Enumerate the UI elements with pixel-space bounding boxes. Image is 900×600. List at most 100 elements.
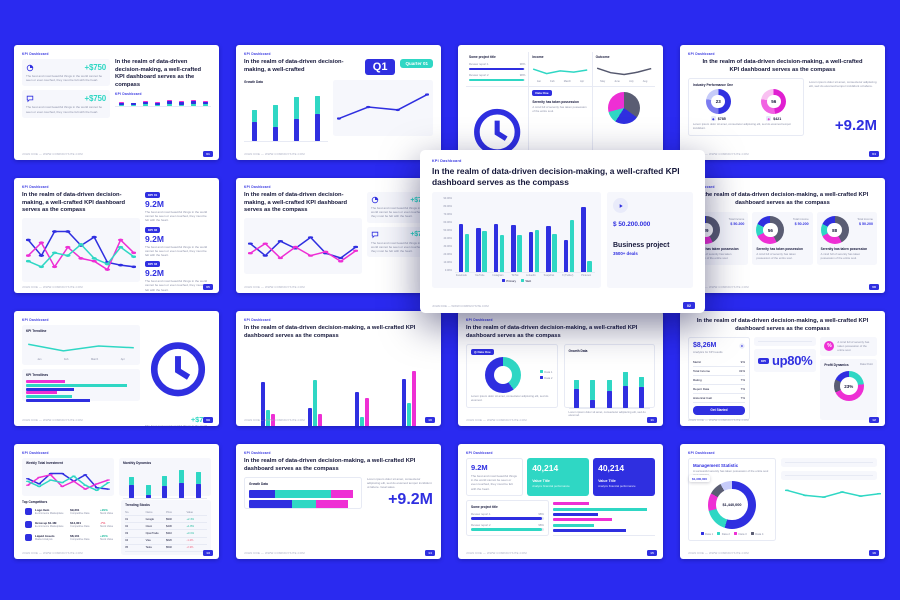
stat-text: The best and most beautiful things in th… <box>145 423 208 426</box>
progress-bar <box>471 528 544 531</box>
progress-label: Review report 1 <box>471 511 491 516</box>
progress-label: Review report 2 <box>469 73 489 77</box>
income-line-chart <box>532 61 588 79</box>
slide-preview-overlay[interactable]: KPI Dashboard In the realm of data-drive… <box>420 150 705 313</box>
slide-thumbnail-12[interactable]: In the realm of data-driven decision-mak… <box>680 311 885 426</box>
kpi-text: The best and most beautiful things in th… <box>145 279 208 292</box>
horizontal-stacked-bar-chart <box>249 488 357 510</box>
card-label: KPI Trendline <box>26 329 47 333</box>
slide-label: KPI Dashboard <box>432 159 462 163</box>
outcome-line-chart <box>596 61 652 79</box>
slide-label: KPI Dashboard <box>688 185 715 189</box>
slide-footer: John Doe — www.Companysite.com <box>244 285 305 289</box>
card-caption: A mind full of serenity has taken posses… <box>820 252 861 260</box>
slide-thumbnail-9[interactable]: KPI Dashboard KPI Trendline Jan Feb March A… <box>14 311 219 426</box>
kpi-value: 9.2M <box>145 233 164 244</box>
slide-thumbnail-2[interactable]: KPI Dashboard In the realm of data-drive… <box>236 45 441 160</box>
note-text: A mind full of serenity has taken posses… <box>837 340 870 352</box>
amount-subtitle: Analytics for KPI results <box>693 350 723 355</box>
kpi-value: 9.2M <box>145 268 164 279</box>
slide-thumbnail-5[interactable]: KPI Dashboard In the realm of data-drive… <box>14 178 219 293</box>
page-badge: 16 <box>869 550 879 556</box>
stat-text: The best and most beautiful things in th… <box>26 105 103 114</box>
donut-value: $785 <box>717 116 726 121</box>
slide-thumbnail-4[interactable]: KPI Dashboard In the realm of data-drive… <box>680 45 885 160</box>
slide-thumbnail-14[interactable]: KPI Dashboard In the realm of data-drive… <box>236 444 441 559</box>
progress-value: 98% <box>519 62 526 66</box>
slide-thumbnail-6[interactable]: KPI Dashboard In the realm of data-drive… <box>236 178 441 293</box>
slide-footer: John Doe — www.Companysite.com <box>466 551 527 555</box>
stat-value: +$750 <box>84 63 107 72</box>
income-label: Total income <box>728 217 745 222</box>
progress-bar <box>469 67 526 70</box>
income-amount: $ 50.200 <box>858 221 873 226</box>
legend-item: Web <box>525 279 532 283</box>
page-badge: 02 <box>683 302 695 309</box>
card-label: KPI Trendlines <box>26 373 49 377</box>
slide-label: KPI Dashboard <box>244 318 271 322</box>
slide-thumbnail-11[interactable]: KPI Dashboard In the realm of data-drive… <box>458 311 663 426</box>
line-chart <box>337 84 429 132</box>
stocks-table: 01 Google $940 +2.4% 02 Cisco $430 +1.8% 03 OpenT… <box>125 516 207 552</box>
stacked-bar-chart <box>115 99 211 108</box>
bar-chart-card: 90.00% 80.00% 70.00% 60.00% 50.00% 40.00% 30.0… <box>432 192 601 288</box>
legend-swatch-web <box>520 279 524 282</box>
slide-label: KPI Dashboard <box>22 185 49 189</box>
slide-thumbnail-1[interactable]: KPI Dashboard +$750 The best and most be… <box>14 45 219 160</box>
kpi-badge: KPI 01 <box>145 192 161 198</box>
quarter-big-badge: Q1 <box>364 59 396 75</box>
kpi-badge: KPI 03 <box>145 261 161 268</box>
stat-text: The best and most beautiful things in th… <box>371 206 426 219</box>
play-button[interactable] <box>613 198 628 213</box>
competitor-row: Liquid Assets Market Analysis $8,101 Compe… <box>22 532 117 543</box>
growth-label: Growth Data <box>244 80 263 84</box>
x-axis: Jan Feb March Apr <box>37 358 125 361</box>
progress-bar <box>471 517 544 520</box>
slide-title: In the realm of data-driven decision-mak… <box>115 59 202 88</box>
play-icon[interactable] <box>739 342 745 349</box>
page-badge: 13 <box>203 550 213 556</box>
slide-thumbnail-8[interactable]: KPI Dashboard In the realm of data-drive… <box>680 178 885 293</box>
cta-button[interactable]: Get Started <box>693 405 745 415</box>
slide-footer: John Doe — www.Companysite.com <box>466 418 527 422</box>
slide-label: KPI Dashboard <box>244 52 271 56</box>
kpi-badge: KPI <box>758 357 770 364</box>
stat-text: The best and most beautiful things in th… <box>371 240 426 253</box>
line-chart <box>248 222 358 270</box>
slide-label: KPI Dashboard <box>22 451 49 455</box>
slide-title: In the realm of data-driven decision-mak… <box>244 325 416 339</box>
legend-item: Data 4 <box>755 531 764 536</box>
page-badge: 11 <box>647 417 657 423</box>
competitor-row: Logo Item E-commerce Marketplace $9,301 Co… <box>22 506 117 517</box>
slide-label: KPI Dashboard <box>688 52 715 56</box>
income-amount: $ 50.200 <box>794 221 809 226</box>
grouped-bar-chart <box>455 197 595 273</box>
legend-item: Data 2 <box>544 376 553 381</box>
slide-label: KPI Dashboard <box>244 451 271 455</box>
company-avatar <box>25 508 32 515</box>
slide-thumbnail-10[interactable]: KPI Dashboard In the realm of data-drive… <box>236 311 441 426</box>
deals-count: 3500+ deals <box>613 251 638 256</box>
outcome-label: Outcome <box>595 55 610 59</box>
kpi-badge: KPI 02 <box>145 226 161 233</box>
stat-value: +$750 <box>84 94 107 104</box>
slide-thumbnail-15[interactable]: KPI Dashboard 9.2M The best and most bea… <box>458 444 663 559</box>
page-badge: 01 <box>203 151 213 157</box>
stacked-bar-chart <box>568 355 650 409</box>
progress-bar <box>469 78 526 81</box>
card-caption: A mind full of serenity has taken posses… <box>756 252 796 260</box>
grouped-bar-chart <box>244 346 433 426</box>
y-axis: 90.00% 80.00% 70.00% 60.00% 50.00% 40.00% 30.0… <box>443 197 452 273</box>
card-heading: Serenity has taken possession <box>756 247 803 252</box>
donut-value: $421 <box>773 116 782 121</box>
donut-chart-pink: 56 <box>761 89 787 115</box>
chart-legend: Primary Web <box>438 279 595 283</box>
slide-thumbnail-3[interactable]: Some project title Review report 1 98% Re… <box>458 45 663 160</box>
slide-thumbnail-16[interactable]: KPI Dashboard Management Statistic A suc… <box>680 444 885 559</box>
page-badge: 10 <box>425 417 435 423</box>
horizontal-bar-chart <box>26 379 136 403</box>
panel-label: Weekly Total Investment <box>26 461 63 465</box>
slide-footer: John Doe — www.Companysite.com <box>244 551 305 555</box>
slide-thumbnail-13[interactable]: KPI Dashboard Weekly Total Investment Mo… <box>14 444 219 559</box>
big-value: +9.2M <box>388 491 433 509</box>
